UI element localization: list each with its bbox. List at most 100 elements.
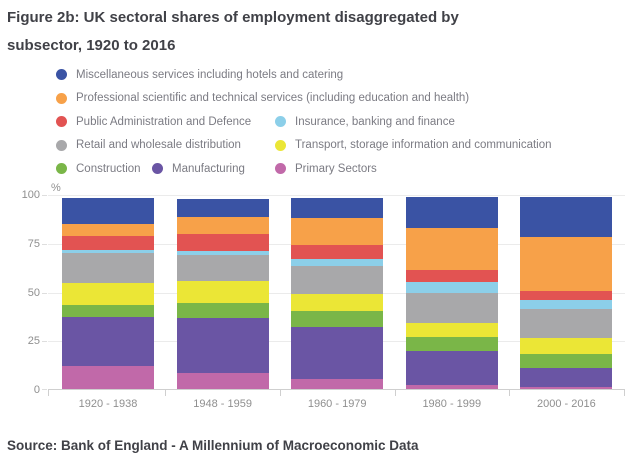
bar-segment-professional-scientific-and-te[interactable] bbox=[291, 218, 384, 245]
bar-segment-transport-storage-information-[interactable] bbox=[176, 280, 269, 304]
legend-item-insurance-banking-and-finance[interactable]: Insurance, banking and finance bbox=[275, 116, 455, 128]
bar-segment-primary-sectors[interactable] bbox=[291, 379, 384, 389]
y-axis-tick-mark bbox=[42, 389, 47, 390]
bar-segment-transport-storage-information-[interactable] bbox=[291, 294, 384, 311]
x-axis-label-1948-1959: 1948 - 1959 bbox=[193, 398, 252, 410]
bar-segment-manufacturing[interactable] bbox=[520, 367, 613, 388]
bar-segment-miscellaneous-services-includi[interactable] bbox=[520, 196, 613, 237]
bar-segment-miscellaneous-services-includi[interactable] bbox=[291, 197, 384, 219]
legend-swatch-icon bbox=[56, 69, 67, 81]
legend-label: Public Administration and Defence bbox=[76, 115, 252, 128]
x-axis-label-1920-1938: 1920 - 1938 bbox=[78, 398, 138, 410]
legend-label: Construction bbox=[76, 162, 141, 175]
legend-label: Primary Sectors bbox=[295, 162, 377, 175]
bar-segment-manufacturing[interactable] bbox=[62, 316, 154, 366]
bar-segment-primary-sectors[interactable] bbox=[520, 387, 613, 389]
bar-2000-2016 bbox=[520, 196, 613, 389]
bar-segment-manufacturing[interactable] bbox=[176, 317, 269, 374]
legend-item-miscellaneous-services-includi[interactable]: Miscellaneous services including hotels … bbox=[56, 69, 343, 81]
bar-segment-manufacturing[interactable] bbox=[405, 350, 498, 386]
bar-segment-retail-and-wholesale-distribut[interactable] bbox=[405, 293, 498, 323]
bar-segment-insurance-banking-and-finance[interactable] bbox=[62, 249, 154, 254]
legend-swatch-icon bbox=[275, 163, 286, 175]
bar-segment-miscellaneous-services-includi[interactable] bbox=[62, 197, 154, 225]
bar-segment-construction[interactable] bbox=[520, 353, 613, 368]
bar-segment-public-administration-and-defe[interactable] bbox=[520, 290, 613, 301]
legend-item-public-administration-and-defe[interactable]: Public Administration and Defence bbox=[56, 116, 275, 128]
gridline-100 bbox=[48, 195, 625, 196]
y-axis-label-100: 100 bbox=[21, 189, 40, 201]
bar-segment-miscellaneous-services-includi[interactable] bbox=[405, 196, 498, 229]
bar-segment-professional-scientific-and-te[interactable] bbox=[405, 228, 498, 271]
bar-segment-primary-sectors[interactable] bbox=[176, 373, 269, 389]
legend-swatch-icon bbox=[56, 116, 67, 128]
legend-label: Miscellaneous services including hotels … bbox=[76, 68, 344, 81]
legend-label: Retail and wholesale distribution bbox=[76, 139, 241, 152]
bar-segment-retail-and-wholesale-distribut[interactable] bbox=[520, 309, 613, 339]
bar-segment-retail-and-wholesale-distribut[interactable] bbox=[62, 253, 154, 283]
bar-segment-professional-scientific-and-te[interactable] bbox=[176, 217, 269, 234]
chart-title: Figure 2b: UK sectoral shares of employm… bbox=[7, 4, 607, 60]
y-axis-label-75: 75 bbox=[27, 237, 40, 250]
bar-segment-manufacturing[interactable] bbox=[291, 326, 384, 380]
x-axis-tick-mark bbox=[280, 389, 281, 396]
bar-segment-insurance-banking-and-finance[interactable] bbox=[176, 250, 269, 256]
x-axis-tick-mark bbox=[395, 389, 396, 396]
legend-row: Miscellaneous services including hotels … bbox=[56, 63, 626, 87]
bar-1948-1959 bbox=[176, 198, 269, 389]
legend-row: Construction Manufacturing Primary Sectors bbox=[56, 157, 626, 181]
bar-1980-1999 bbox=[405, 196, 498, 389]
legend-row: Public Administration and Defence Insuran… bbox=[56, 110, 626, 134]
legend-label: Manufacturing bbox=[172, 162, 245, 175]
legend-label: Transport, storage information and commu… bbox=[295, 139, 552, 152]
legend-swatch-icon bbox=[56, 92, 67, 104]
bar-segment-construction[interactable] bbox=[405, 337, 498, 351]
bar-segment-primary-sectors[interactable] bbox=[62, 365, 154, 389]
bar-segment-public-administration-and-defe[interactable] bbox=[405, 270, 498, 282]
y-axis-unit-label: % bbox=[51, 182, 61, 194]
bar-segment-public-administration-and-defe[interactable] bbox=[291, 244, 384, 260]
bar-1960-1979 bbox=[291, 197, 384, 389]
bar-segment-insurance-banking-and-finance[interactable] bbox=[520, 300, 613, 310]
bar-segment-professional-scientific-and-te[interactable] bbox=[62, 224, 154, 236]
legend-swatch-icon bbox=[56, 139, 67, 151]
bar-segment-retail-and-wholesale-distribut[interactable] bbox=[291, 266, 384, 295]
x-axis-tick-mark bbox=[165, 389, 166, 396]
legend-item-primary-sectors[interactable]: Primary Sectors bbox=[275, 163, 377, 175]
gridline-0 bbox=[48, 389, 625, 390]
bar-segment-primary-sectors[interactable] bbox=[405, 385, 498, 389]
x-axis-tick-mark bbox=[624, 389, 625, 396]
bar-segment-insurance-banking-and-finance[interactable] bbox=[405, 281, 498, 294]
bar-segment-transport-storage-information-[interactable] bbox=[405, 322, 498, 338]
legend-item-retail-and-wholesale-distribut[interactable]: Retail and wholesale distribution bbox=[56, 139, 275, 151]
chart-title-line1: Figure 2b: UK sectoral shares of employm… bbox=[7, 9, 459, 26]
y-axis-tick-mark bbox=[42, 341, 47, 343]
bar-segment-construction[interactable] bbox=[176, 303, 269, 318]
bar-segment-public-administration-and-defe[interactable] bbox=[176, 234, 269, 251]
legend-item-construction[interactable]: Construction bbox=[56, 163, 152, 175]
legend-swatch-icon bbox=[56, 163, 67, 175]
x-axis-tick-mark bbox=[509, 389, 510, 396]
bar-segment-professional-scientific-and-te[interactable] bbox=[520, 236, 613, 291]
bar-segment-retail-and-wholesale-distribut[interactable] bbox=[176, 255, 269, 281]
plot-area: % 100 75 50 25 0 1920 - 1938 1948 - 1959 1960 -… bbox=[22, 182, 625, 410]
legend-item-transport-storage-information-[interactable]: Transport, storage information and commu… bbox=[275, 139, 552, 151]
bar-segment-transport-storage-information-[interactable] bbox=[520, 338, 613, 354]
bar-segment-public-administration-and-defe[interactable] bbox=[62, 235, 154, 250]
bar-segment-construction[interactable] bbox=[291, 311, 384, 327]
chart-title-line2: subsector, 1920 to 2016 bbox=[7, 37, 176, 54]
y-axis-label-25: 25 bbox=[27, 335, 40, 348]
legend-item-professional-scientific-and-te[interactable]: Professional scientific and technical se… bbox=[56, 92, 469, 104]
x-axis-tick-mark bbox=[48, 389, 49, 396]
x-axis-label-2000-2016: 2000 - 2016 bbox=[537, 398, 596, 410]
legend-row: Retail and wholesale distribution Transpo… bbox=[56, 134, 626, 158]
bar-segment-miscellaneous-services-includi[interactable] bbox=[176, 198, 269, 218]
legend-label: Professional scientific and technical se… bbox=[76, 92, 470, 105]
bar-segment-transport-storage-information-[interactable] bbox=[62, 282, 154, 306]
y-axis-label-0: 0 bbox=[33, 384, 40, 396]
y-axis-label-50: 50 bbox=[27, 286, 40, 299]
bar-segment-construction[interactable] bbox=[62, 305, 154, 317]
bar-segment-insurance-banking-and-finance[interactable] bbox=[291, 259, 384, 267]
legend-item-manufacturing[interactable]: Manufacturing bbox=[152, 163, 275, 175]
